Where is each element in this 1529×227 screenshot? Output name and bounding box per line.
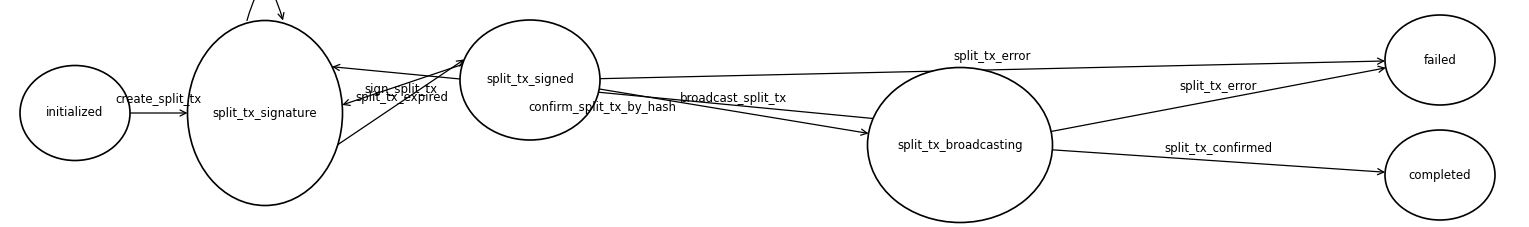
Ellipse shape (1385, 130, 1495, 220)
Text: split_tx_signature: split_tx_signature (213, 106, 318, 119)
Text: split_tx_broadcasting: split_tx_broadcasting (898, 138, 1023, 151)
Text: completed: completed (1408, 168, 1471, 182)
Text: split_tx_signed: split_tx_signed (486, 74, 573, 86)
Text: split_tx_error: split_tx_error (954, 50, 1031, 63)
Ellipse shape (188, 20, 342, 205)
Text: initialized: initialized (46, 106, 104, 119)
Ellipse shape (20, 66, 130, 160)
Text: sign_split_tx: sign_split_tx (364, 83, 437, 96)
Ellipse shape (867, 67, 1052, 222)
Text: broadcast_split_tx: broadcast_split_tx (680, 92, 787, 105)
Text: split_tx_confirmed: split_tx_confirmed (1165, 141, 1272, 155)
Ellipse shape (1385, 15, 1495, 105)
Text: confirm_split_tx_by_hash: confirm_split_tx_by_hash (529, 101, 677, 114)
Text: split_tx_error: split_tx_error (1180, 80, 1257, 93)
Text: failed: failed (1423, 54, 1457, 67)
Ellipse shape (460, 20, 599, 140)
Text: split_tx_expired: split_tx_expired (356, 91, 450, 104)
Text: create_split_tx: create_split_tx (116, 92, 202, 106)
